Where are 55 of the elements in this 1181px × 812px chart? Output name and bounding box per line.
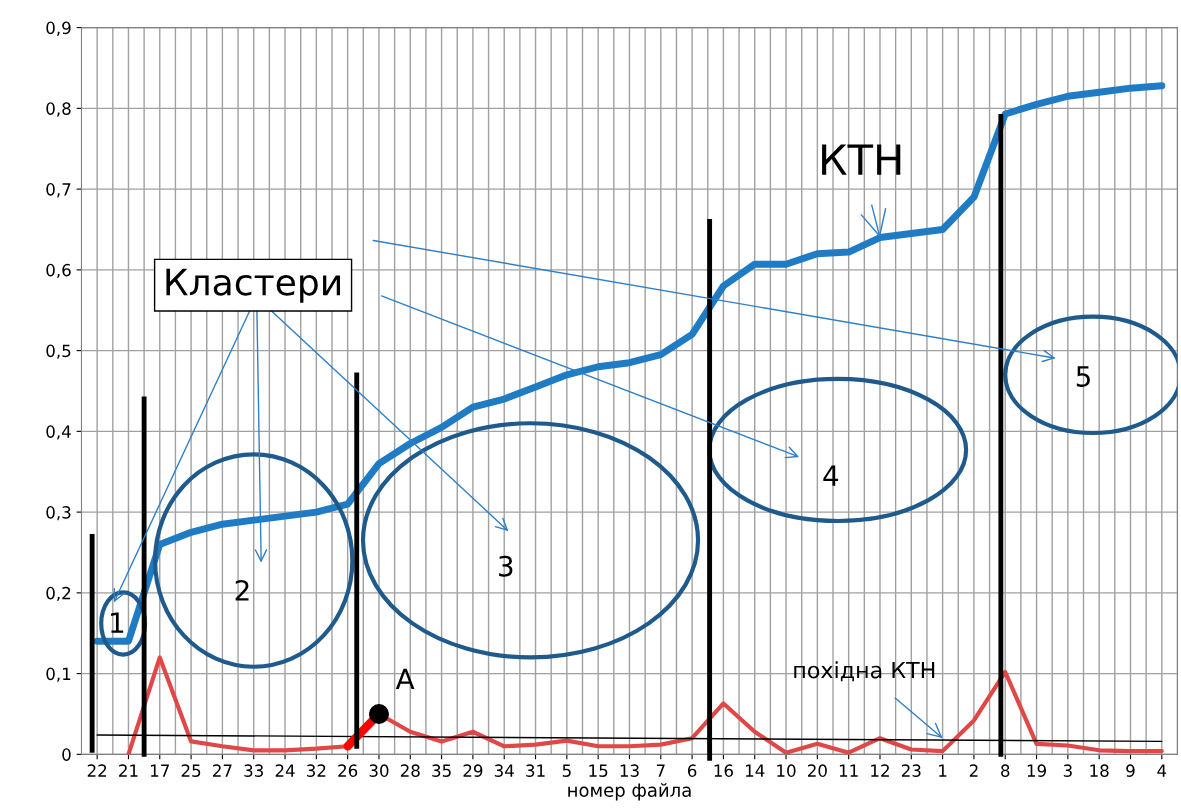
x-tick-label: 23 bbox=[901, 764, 921, 777]
x-tick-label: 24 bbox=[275, 764, 295, 777]
annotation: КТН bbox=[822, 144, 901, 175]
y-tick-label: 0,7 bbox=[46, 183, 71, 198]
annotation: A bbox=[395, 668, 415, 689]
annotation: 2 bbox=[235, 579, 249, 601]
x-tick-label: 30 bbox=[369, 764, 389, 777]
x-tick-label: 29 bbox=[463, 764, 483, 777]
x-tick-label: 6 bbox=[687, 764, 697, 777]
x-tick-label: 16 bbox=[714, 764, 733, 777]
x-tick-label: 17 bbox=[151, 764, 169, 777]
x-tick-label: 12 bbox=[871, 764, 889, 777]
x-tick-label: 10 bbox=[777, 764, 796, 777]
annotation: похідна КТН bbox=[794, 661, 935, 682]
annotation: Кластери bbox=[166, 268, 340, 303]
x-tick-label: 27 bbox=[213, 764, 232, 777]
x-tick-label: 32 bbox=[307, 764, 326, 777]
y-tick-label: 0,5 bbox=[46, 344, 71, 359]
x-tick-label: 34 bbox=[494, 764, 514, 777]
x-tick-label: 4 bbox=[1157, 764, 1167, 777]
x-axis-title: номер файла bbox=[568, 783, 691, 801]
x-tick-label: 28 bbox=[400, 764, 420, 777]
y-tick-label: 0,9 bbox=[46, 21, 71, 36]
y-tick-label: 0,4 bbox=[46, 425, 71, 440]
x-tick-label: 1 bbox=[939, 764, 947, 777]
annotation: 1 bbox=[111, 612, 124, 633]
y-tick-label: 0,6 bbox=[46, 263, 71, 279]
x-tick-label: 21 bbox=[119, 764, 138, 777]
y-tick-label: 0 bbox=[62, 748, 71, 761]
x-tick-label: 14 bbox=[745, 764, 765, 777]
x-tick-label: 35 bbox=[432, 764, 451, 777]
y-tick-label: 0,8 bbox=[46, 102, 71, 117]
x-tick-label: 13 bbox=[620, 764, 639, 777]
y-tick-label: 0,3 bbox=[46, 506, 71, 521]
x-tick-label: 11 bbox=[839, 764, 858, 777]
x-tick-label: 26 bbox=[338, 764, 358, 777]
x-tick-label: 5 bbox=[562, 764, 571, 777]
annotation: 4 bbox=[823, 465, 839, 486]
x-tick-label: 3 bbox=[1063, 764, 1072, 777]
y-tick-label: 0,2 bbox=[46, 586, 71, 602]
y-tick-label: 0,1 bbox=[46, 667, 71, 682]
x-tick-label: 7 bbox=[656, 764, 665, 777]
annotation: 3 bbox=[499, 555, 513, 577]
x-tick-label: 19 bbox=[1027, 764, 1046, 777]
x-tick-label: 2 bbox=[969, 764, 978, 777]
x-tick-label: 8 bbox=[1001, 764, 1010, 777]
x-tick-label: 20 bbox=[807, 764, 827, 777]
x-tick-label: 25 bbox=[181, 764, 201, 777]
x-tick-label: 31 bbox=[526, 764, 545, 777]
x-tick-label: 9 bbox=[1126, 764, 1135, 777]
x-tick-label: 33 bbox=[244, 764, 263, 777]
x-tick-label: 18 bbox=[1090, 764, 1109, 777]
annotation: 5 bbox=[1076, 366, 1090, 387]
x-tick-label: 15 bbox=[589, 764, 608, 777]
x-tick-label: 22 bbox=[87, 764, 107, 777]
